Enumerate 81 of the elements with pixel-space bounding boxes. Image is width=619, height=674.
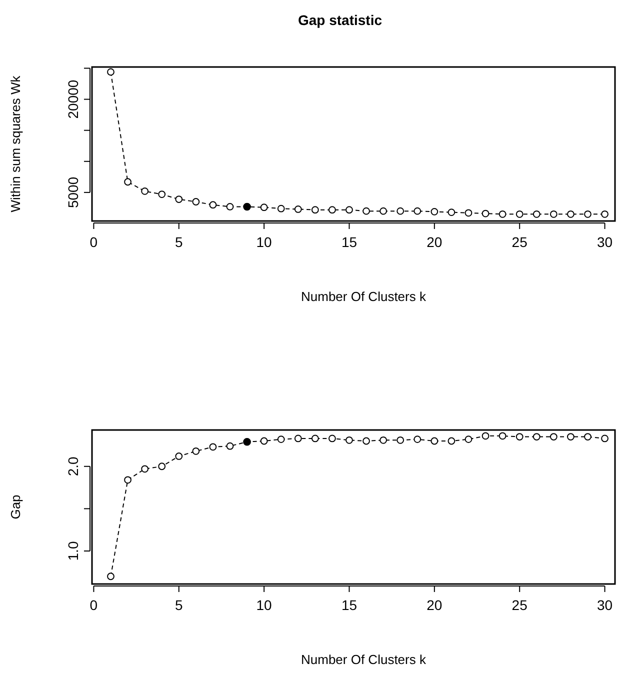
point — [226, 203, 234, 210]
x-tick-label: 30 — [596, 597, 613, 613]
point — [498, 432, 506, 440]
point — [192, 198, 200, 206]
point — [124, 178, 132, 186]
y-tick-label: 1.0 — [65, 541, 81, 561]
point — [158, 190, 166, 198]
point — [260, 204, 268, 212]
point — [362, 207, 370, 215]
point — [346, 436, 353, 444]
point — [294, 206, 302, 213]
point — [464, 209, 472, 217]
x-tick-label: 25 — [512, 234, 528, 250]
point — [532, 210, 540, 218]
point — [277, 204, 285, 212]
point — [414, 436, 422, 444]
point — [209, 201, 217, 209]
point — [550, 210, 558, 218]
point — [516, 433, 524, 440]
point — [532, 433, 540, 440]
point — [192, 447, 200, 455]
point — [226, 442, 234, 450]
x-tick-label: 20 — [426, 234, 442, 250]
point — [482, 210, 490, 218]
x-tick-label: 25 — [512, 597, 528, 613]
point — [380, 436, 388, 444]
point — [260, 437, 268, 445]
x-tick-label: 0 — [90, 234, 98, 250]
point — [209, 443, 217, 451]
point — [550, 433, 558, 440]
point — [396, 436, 404, 444]
point — [328, 206, 336, 214]
y-axis-title: Gap — [8, 494, 23, 520]
point — [430, 208, 438, 216]
y-axis-title: Within sum squares Wk — [8, 75, 23, 212]
x-tick-label: 20 — [426, 597, 442, 613]
point — [311, 434, 319, 442]
point — [584, 210, 592, 218]
point — [158, 462, 166, 470]
point — [430, 437, 438, 445]
x-axis-title: Number Of Clusters k — [301, 652, 426, 667]
point — [294, 434, 302, 442]
point — [448, 208, 456, 216]
point — [107, 572, 114, 580]
chart-title: Gap statistic — [298, 12, 382, 28]
point — [124, 476, 132, 484]
x-tick-label: 5 — [174, 234, 183, 250]
point — [277, 436, 285, 444]
point — [414, 207, 422, 215]
x-axis-title: Number Of Clusters k — [301, 289, 426, 304]
point — [175, 452, 183, 460]
point — [498, 210, 506, 218]
point — [567, 433, 574, 440]
point — [328, 434, 336, 442]
point — [601, 210, 608, 218]
point — [362, 437, 370, 445]
x-tick-label: 30 — [596, 234, 613, 250]
x-tick-label: 5 — [174, 597, 183, 613]
x-tick-label: 10 — [256, 597, 272, 613]
point — [396, 207, 404, 215]
point — [346, 206, 353, 214]
y-tick-label: 20000 — [65, 80, 81, 119]
x-tick-label: 10 — [256, 234, 272, 250]
y-tick-label: 5000 — [65, 176, 81, 208]
x-tick-label: 15 — [341, 234, 358, 250]
point — [567, 210, 574, 218]
point — [175, 196, 183, 203]
y-tick-label: 2.0 — [65, 456, 81, 476]
x-tick-label: 0 — [90, 597, 98, 613]
point — [141, 187, 149, 195]
point — [516, 210, 524, 218]
point — [601, 434, 608, 442]
point — [464, 436, 472, 444]
point — [380, 207, 388, 215]
point — [311, 206, 319, 214]
point — [107, 68, 114, 76]
point — [584, 433, 592, 440]
point — [482, 432, 490, 440]
point — [141, 465, 149, 473]
x-tick-label: 15 — [341, 597, 358, 613]
point — [448, 437, 456, 445]
